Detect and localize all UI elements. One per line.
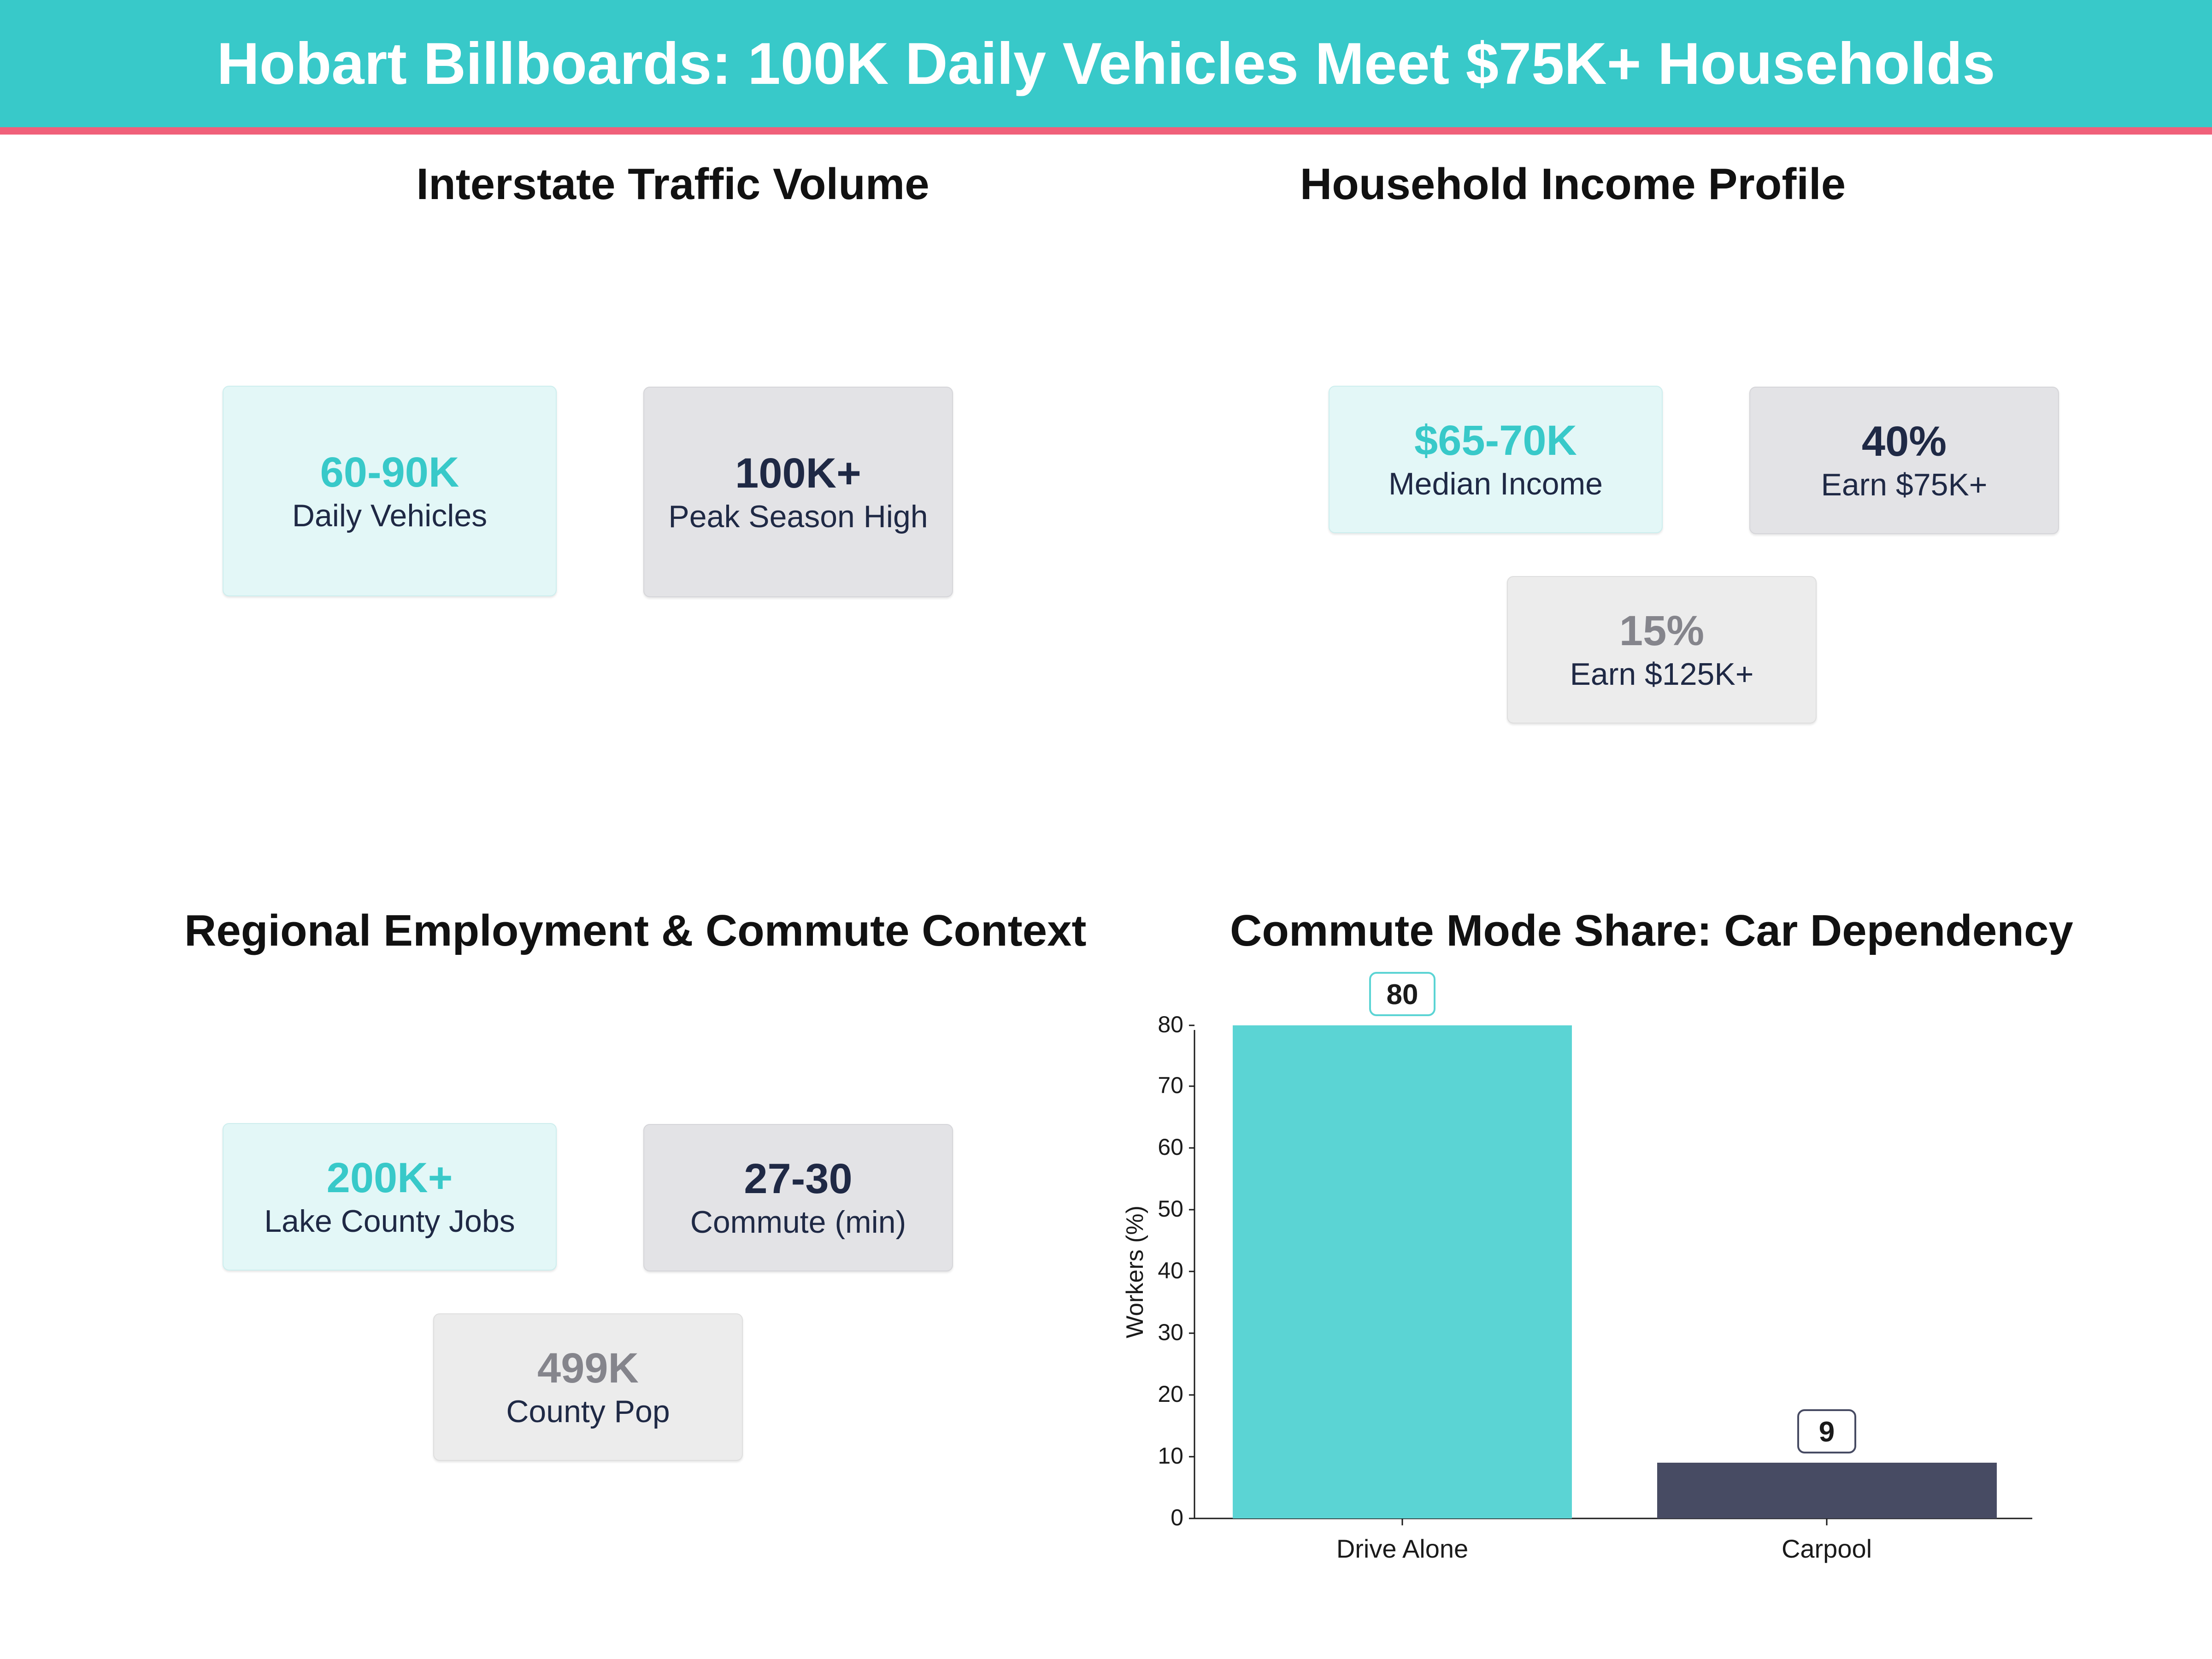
svg-text:10: 10	[1158, 1443, 1183, 1469]
svg-text:20: 20	[1158, 1381, 1183, 1407]
svg-text:Carpool: Carpool	[1782, 1534, 1872, 1563]
svg-text:70: 70	[1158, 1072, 1183, 1098]
svg-text:Workers (%): Workers (%)	[1122, 1206, 1148, 1338]
svg-text:80: 80	[1387, 979, 1418, 1011]
svg-text:60: 60	[1158, 1134, 1183, 1160]
svg-text:50: 50	[1158, 1196, 1183, 1222]
svg-text:0: 0	[1171, 1505, 1183, 1530]
svg-text:Drive Alone: Drive Alone	[1336, 1534, 1468, 1563]
svg-text:30: 30	[1158, 1319, 1183, 1345]
svg-text:9: 9	[1819, 1416, 1835, 1448]
svg-text:40: 40	[1158, 1258, 1183, 1283]
svg-text:80: 80	[1158, 1012, 1183, 1037]
